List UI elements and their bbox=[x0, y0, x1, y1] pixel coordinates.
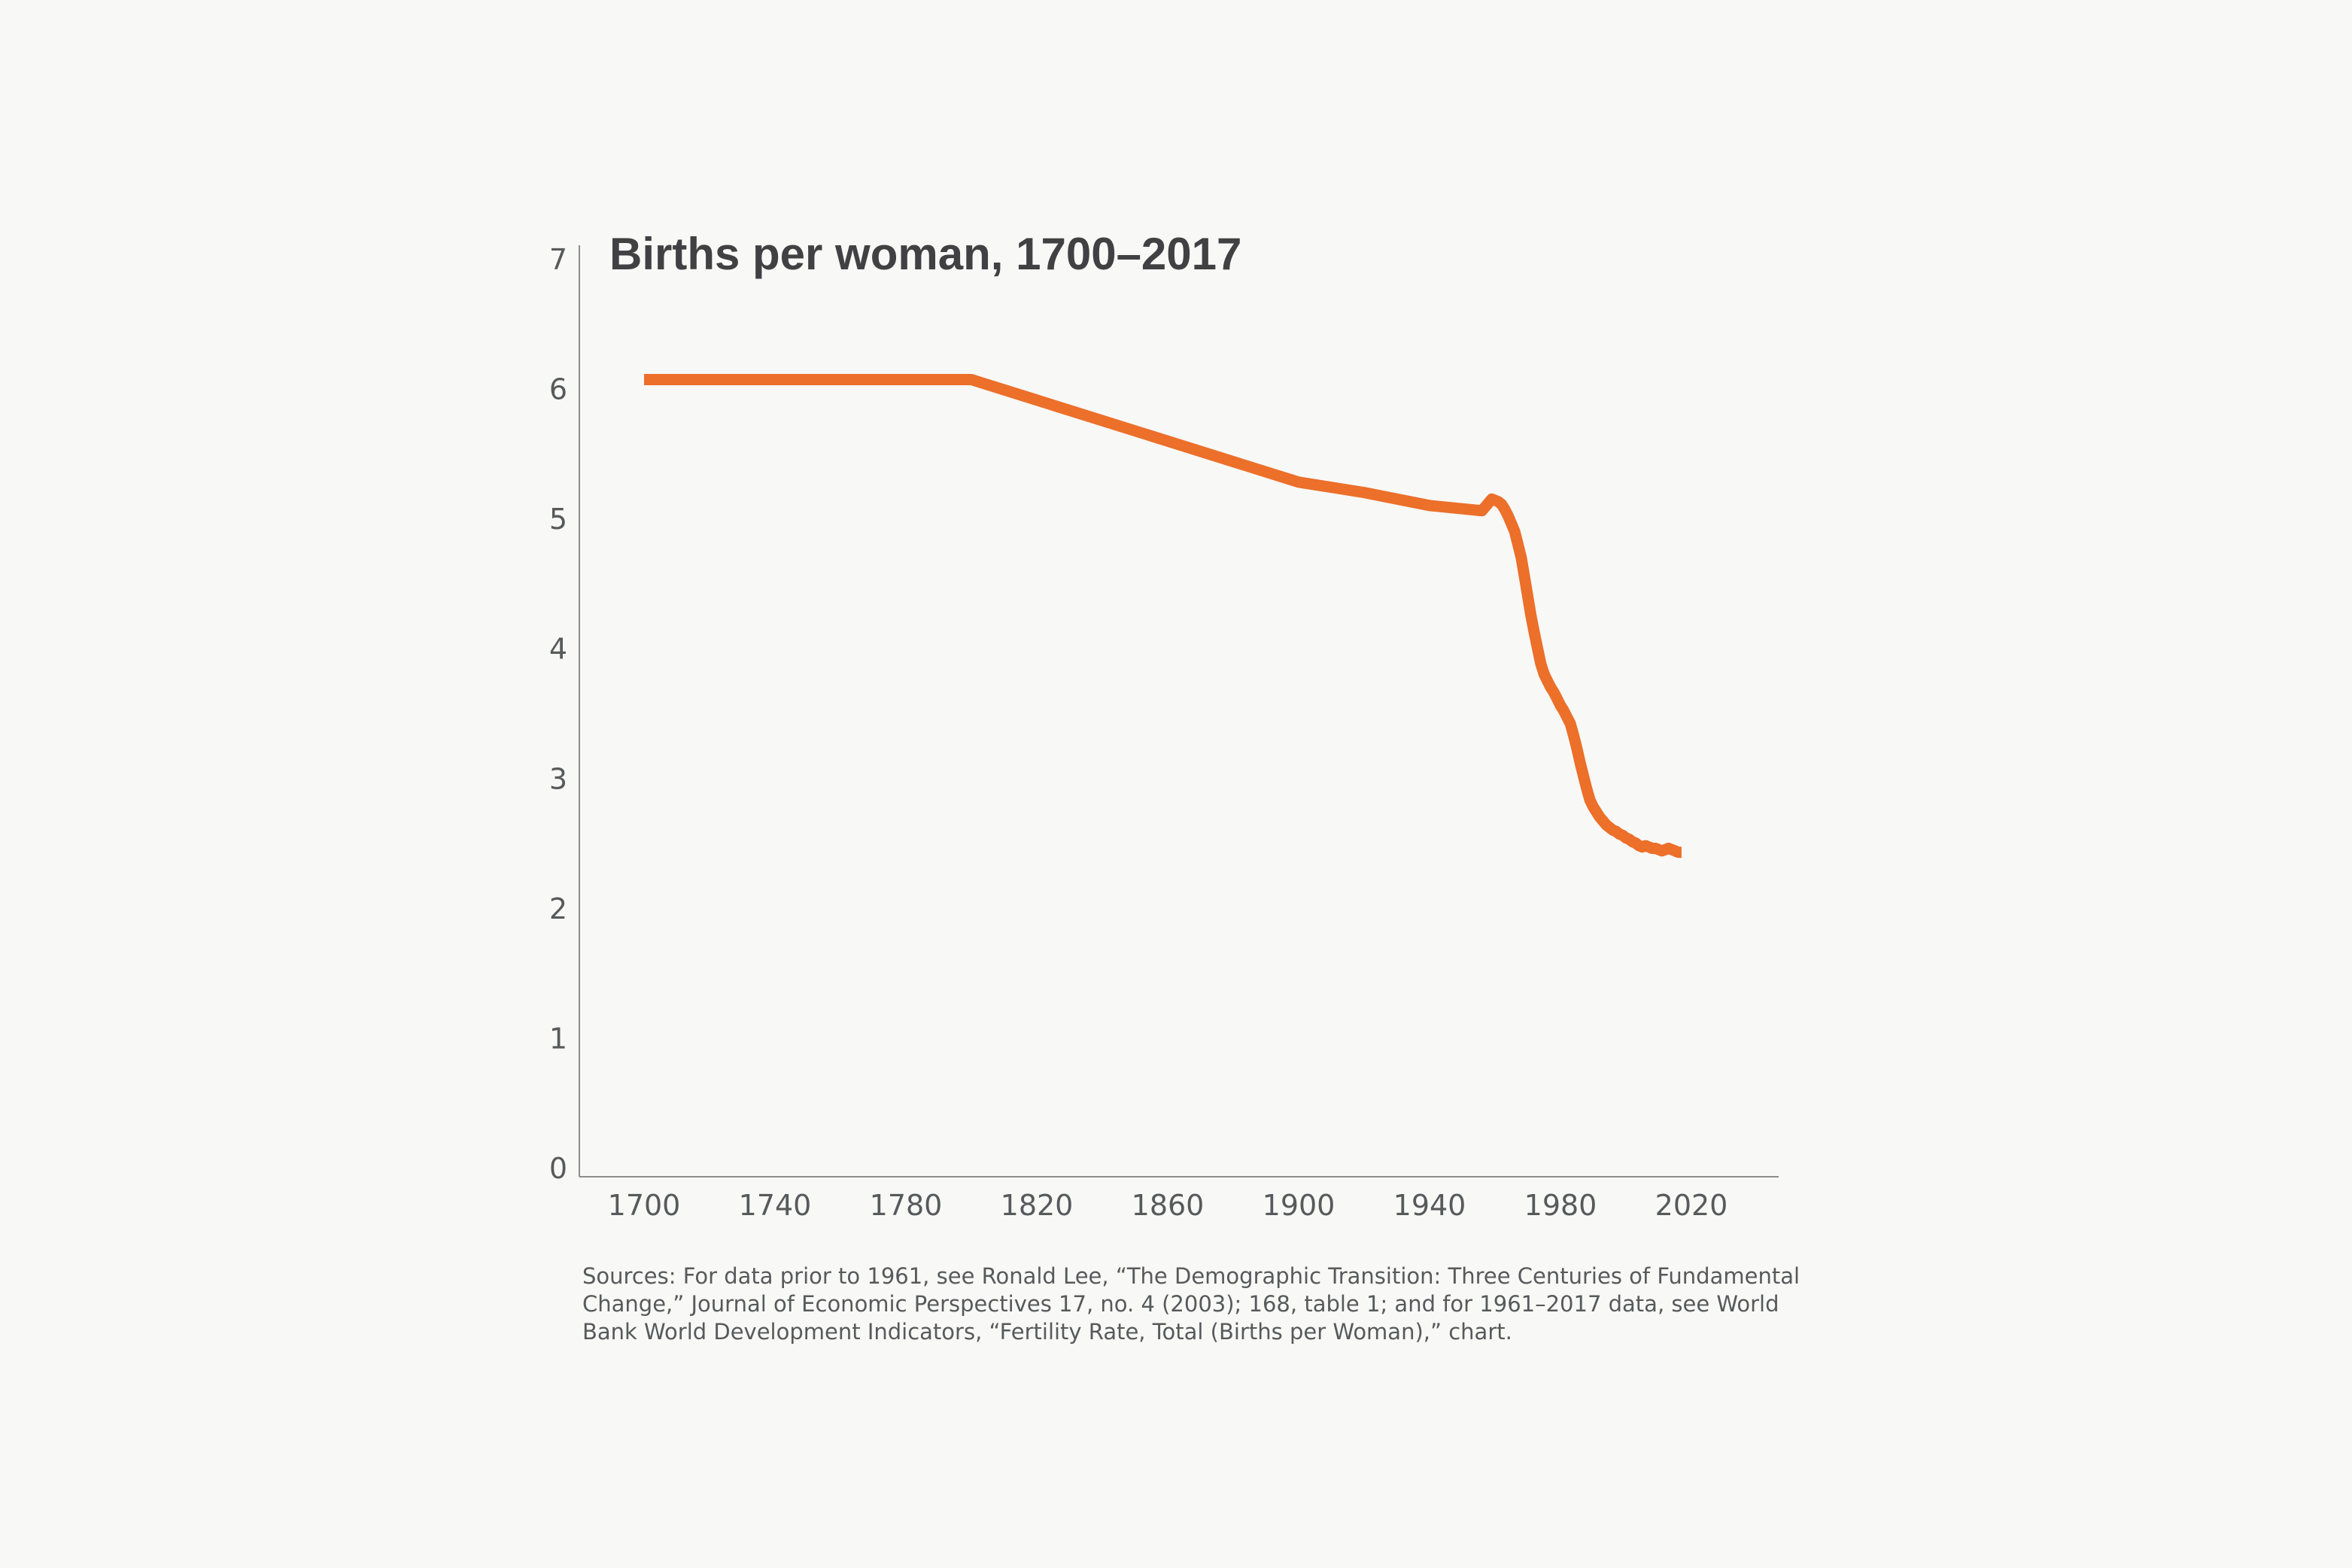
y-tick-label: 7 bbox=[549, 243, 567, 276]
y-tick-label: 0 bbox=[549, 1152, 567, 1185]
x-tick-label: 1940 bbox=[1393, 1189, 1466, 1222]
y-tick-label: 3 bbox=[549, 762, 567, 795]
y-tick-label: 1 bbox=[549, 1022, 567, 1055]
births-per-woman-line bbox=[644, 374, 1685, 858]
x-tick-label: 1980 bbox=[1524, 1189, 1597, 1222]
x-tick-label: 1780 bbox=[870, 1189, 943, 1222]
x-tick-label: 1700 bbox=[608, 1189, 681, 1222]
x-tick-label: 2020 bbox=[1655, 1189, 1728, 1222]
y-tick-label: 4 bbox=[549, 633, 567, 666]
source-note: Sources: For data prior to 1961, see Ron… bbox=[582, 1263, 1800, 1345]
axes bbox=[579, 245, 1779, 1178]
chart-title: Births per woman, 1700–2017 bbox=[609, 229, 1241, 279]
x-tick-label: 1860 bbox=[1132, 1189, 1205, 1222]
series-layer bbox=[644, 374, 1685, 858]
y-tick-label: 2 bbox=[549, 892, 567, 925]
x-tick-label: 1740 bbox=[739, 1189, 812, 1222]
x-tick-labels: 1700 1740 1780 1820 1860 1900 1940 1980 2020 bbox=[608, 1189, 1728, 1222]
y-tick-label: 5 bbox=[549, 503, 567, 536]
x-tick-label: 1900 bbox=[1263, 1189, 1336, 1222]
x-tick-label: 1820 bbox=[1001, 1189, 1074, 1222]
y-tick-label: 6 bbox=[549, 373, 567, 406]
y-tick-labels: 0 1 2 3 4 5 6 7 bbox=[549, 243, 567, 1185]
